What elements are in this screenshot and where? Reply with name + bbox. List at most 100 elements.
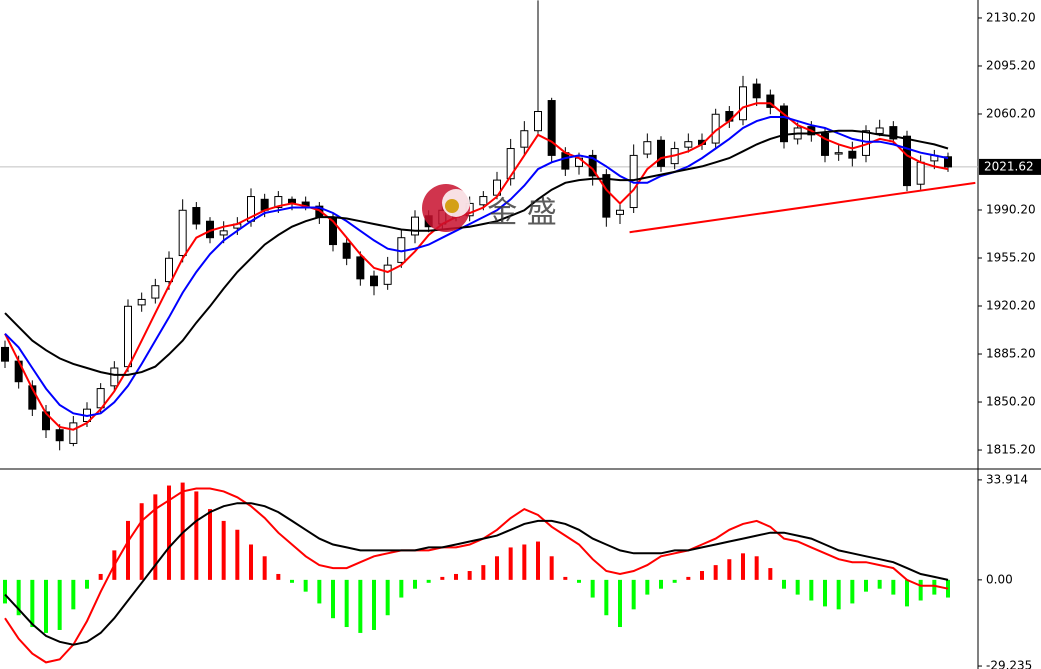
macd-bar (71, 579, 76, 610)
candle-body (739, 86, 747, 121)
candle-body (28, 385, 37, 410)
candle-body (479, 196, 488, 206)
macd-bar (3, 579, 7, 604)
macd-bar (194, 491, 199, 580)
candle-body (383, 264, 392, 285)
macd-bar (358, 579, 363, 633)
macd-tick-label: 0.00 (986, 572, 1013, 586)
macd-bar (672, 579, 677, 583)
macd-bar (139, 503, 144, 580)
macd-bar (399, 579, 404, 598)
candle-body (547, 100, 556, 156)
candle-body (821, 132, 829, 156)
candle-body (55, 429, 64, 442)
macd-bar (604, 579, 609, 616)
macd-bar (727, 559, 732, 580)
y-tick-label: 1990.20 (986, 202, 1036, 216)
candle-body (137, 298, 146, 306)
candle-body (506, 148, 515, 180)
macd-bar (44, 579, 48, 633)
macd-bar (126, 520, 130, 580)
y-tick-label: 1920.20 (986, 299, 1036, 313)
candle-body (848, 150, 857, 159)
candle-body (752, 83, 761, 99)
macd-bar (905, 579, 909, 607)
macd-bar (30, 579, 35, 628)
macd-bar (549, 556, 554, 580)
macd-bar (577, 579, 581, 583)
macd-bar (372, 579, 376, 630)
candle-body (165, 257, 173, 283)
candle-body (274, 196, 283, 209)
candle-body (916, 161, 925, 185)
macd-bar (700, 571, 704, 580)
macd-bar (303, 579, 308, 592)
logo (422, 184, 470, 232)
candle-body (602, 174, 611, 218)
candle-body (219, 230, 228, 236)
macd-bar (864, 579, 868, 592)
candle-body (151, 285, 160, 299)
indicator-line (4, 129, 949, 376)
macd-bar (262, 556, 267, 580)
candle-body (356, 256, 365, 280)
macd-bar (836, 579, 841, 610)
macd-bar (235, 529, 240, 580)
logo-dot (445, 199, 459, 213)
candle-body (411, 216, 419, 236)
macd-bar (249, 544, 253, 580)
macd-bar (57, 579, 62, 630)
candle-body (944, 156, 952, 168)
y-tick-label: 2095.20 (986, 58, 1036, 72)
candle-body (875, 127, 884, 134)
indicator-line (4, 487, 949, 664)
macd-bar (85, 579, 89, 589)
macd-bar (344, 579, 349, 628)
candle-body (903, 135, 911, 187)
macd-bar (563, 576, 568, 580)
candle-body (643, 141, 652, 155)
macd-bar (631, 579, 636, 610)
candle-body (124, 305, 132, 368)
macd-bar (508, 547, 513, 580)
macd-bar (795, 579, 800, 595)
watermark: 金 盛 (487, 196, 557, 231)
candle-body (534, 111, 542, 132)
macd-bar (754, 556, 759, 580)
macd-bar (918, 579, 923, 601)
macd-bar (454, 573, 458, 580)
macd-bar (276, 573, 281, 580)
macd-bar (645, 579, 650, 595)
macd-bar (317, 579, 322, 604)
macd-bar (946, 579, 950, 598)
macd-bar (823, 579, 827, 607)
macd-bar (426, 579, 431, 583)
candle-body (780, 105, 788, 143)
macd-bar (413, 579, 417, 589)
candle-body (370, 275, 378, 287)
indicator-line (4, 502, 949, 646)
candle-body (178, 209, 187, 257)
y-tick-label: 1955.20 (986, 251, 1036, 265)
macd-bar (180, 482, 185, 580)
candle-body (192, 207, 201, 225)
macd-bar (590, 579, 595, 598)
macd-bar (618, 579, 622, 628)
macd-bar (153, 494, 158, 580)
macd-bar (850, 579, 855, 604)
macd-bar (208, 509, 212, 580)
trendline (629, 181, 976, 234)
macd-bar (932, 579, 937, 595)
macd-bar (481, 565, 486, 580)
y-tick-label: 2130.20 (986, 10, 1036, 24)
candle-body (1, 346, 9, 362)
candle-body (889, 126, 898, 140)
indicator-line (4, 116, 949, 418)
macd-bar (290, 579, 294, 583)
last-price-label: 2021.62 (984, 159, 1034, 173)
macd-bar (536, 541, 540, 580)
macd-tick-label: -29.235 (986, 659, 1032, 669)
y-tick-label: 1885.20 (986, 347, 1036, 361)
candle-body (520, 130, 529, 148)
